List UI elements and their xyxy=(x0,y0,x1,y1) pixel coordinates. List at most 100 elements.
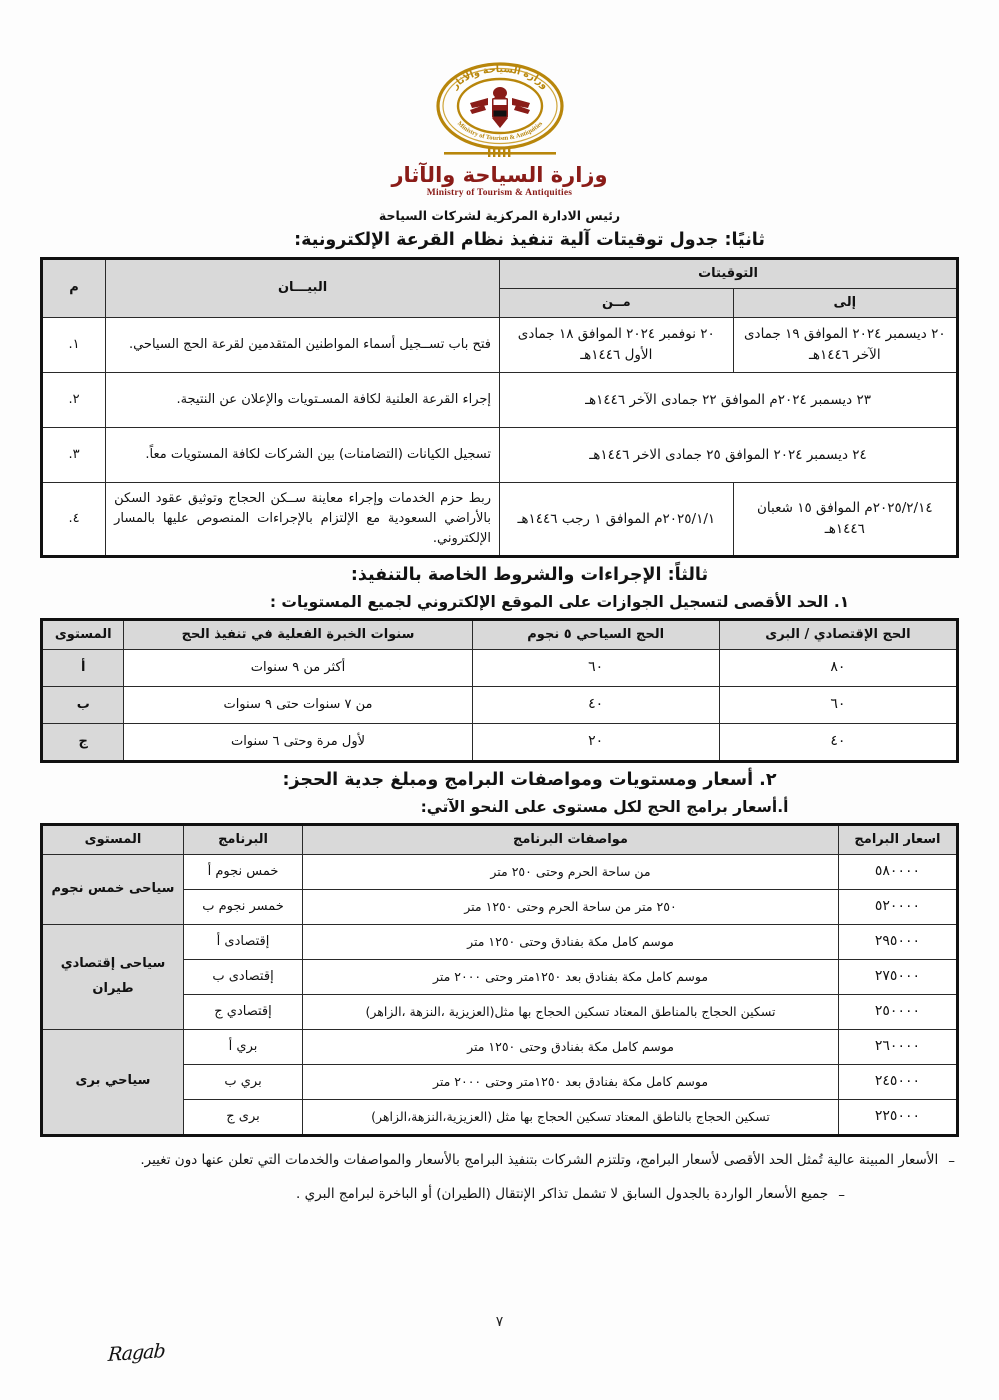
table-row: ٢٥٠٠٠٠ تسكين الحجاج بالمناطق المعتاد تسك… xyxy=(42,993,959,1030)
cell-from: ٢٠٢٥/١/١م الموافق ١ رجب ١٤٤٦هـ xyxy=(499,481,734,558)
header-statement: البيـــان xyxy=(105,257,501,319)
header-economy-land: الحج الإقتصادي / البرى xyxy=(718,618,959,651)
cell-statement: إجراء القرعة العلنية لكافة المسـتويات وا… xyxy=(105,372,501,428)
cell-economy-land: ٨٠ xyxy=(718,649,959,688)
section-three-heading: ثالثاً: الإجراءات والشروط الخاصة بالتنفي… xyxy=(350,565,709,586)
cell-price: ٢٧٥٠٠٠ xyxy=(837,958,959,995)
table-row: ٤٠ ٢٠ لأول مرة وحتى ٦ سنوات ج xyxy=(40,723,959,763)
cell-from: ٢٠ نوفمبر ٢٠٢٤ الموافق ١٨ جمادى الأول ١٤… xyxy=(499,317,734,373)
cell-specs: من ساحة الحرم وحتى ٢٥٠ متر xyxy=(302,853,839,890)
section-three-item2-sub-a: أ.أسعار برامج الحج لكل مستوى على النحو ا… xyxy=(420,797,789,816)
cell-program: بري أ xyxy=(182,1028,304,1065)
table-row: ٢٣ ديسمبر ٢٠٢٤م الموافق ٢٢ جمادى الآخر ١… xyxy=(40,372,958,428)
cell-to: ٢٤ ديسمبر ٢٠٢٤ الموافق ٢٥ جمادى الاخر ١٤… xyxy=(499,427,958,483)
header-experience: سنوات الخبرة الفعلية في تنفيذ الحج xyxy=(123,618,473,651)
header-timings-group: التوقيتات xyxy=(499,257,958,289)
item2-text: أسعار ومستويات ومواصفات البرامج ومبلغ جد… xyxy=(282,770,754,791)
item1-text: الحد الأقصى لتسجيل الجوازات على الموقع ا… xyxy=(269,593,829,612)
cell-specs: ٢٥٠ متر من ساحة الحرم وحتى ١٢٥٠ متر xyxy=(302,888,839,925)
cell-index: ١. xyxy=(40,317,107,373)
cell-price: ٥٨٠٠٠٠ xyxy=(837,853,959,890)
table-row: ٢٩٥٠٠٠ موسم كامل مكة بفنادق وحتى ١٢٥٠ مت… xyxy=(41,923,959,1030)
cell-program: برى ج xyxy=(182,1098,304,1136)
cell-program: إقتصادي ج xyxy=(182,993,304,1030)
header-price: اسعار البرامج xyxy=(837,823,959,855)
section-two-heading: ثانيًا: جدول توقيتات آلية تنفيذ نظام الق… xyxy=(294,230,765,251)
footnote-text: الأسعار المبينة عالية تُمثل الحد الأقصى … xyxy=(140,1151,939,1168)
footnote-item: – الأسعار المبينة عالية تُمثل الحد الأقص… xyxy=(44,1149,955,1174)
cell-price: ٢٢٥٠٠٠ xyxy=(837,1098,959,1136)
cell-price: ٢٩٥٠٠٠ xyxy=(837,923,959,960)
department-line: رئيس الادارة المركزية لشركات السياحة xyxy=(378,208,621,224)
cell-experience: أكثر من ٩ سنوات xyxy=(123,649,473,688)
cell-program: إقتصادى ب xyxy=(182,958,304,995)
cell-index: ٢. xyxy=(40,372,107,428)
cell-price: ٢٤٥٠٠٠ xyxy=(837,1063,959,1100)
header-index: م xyxy=(40,257,107,319)
cell-price: ٢٥٠٠٠٠ xyxy=(837,993,959,1030)
cell-to: ٢٠ ديسمبر ٢٠٢٤ الموافق ١٩ جمادى الآخر ١٤… xyxy=(732,317,959,373)
footnote-item: – جميع الأسعار الواردة بالجدول السابق لا… xyxy=(44,1183,955,1208)
cell-level-group: سياحي برى xyxy=(41,1028,184,1136)
table-row: ٢٢٥٠٠٠ تسكين الحجاج بالناطق المعتاد تسكي… xyxy=(42,1098,959,1136)
cell-level: ب xyxy=(40,686,125,725)
table-row: ٢٠ ديسمبر ٢٠٢٤ الموافق ١٩ جمادى الآخر ١٤… xyxy=(40,317,959,373)
limits-header-row: الحج الإقتصادي / البرى الحج السياحي ٥ نج… xyxy=(40,618,959,651)
table-row: ٨٠ ٦٠ أكثر من ٩ سنوات أ xyxy=(40,649,959,688)
ministry-logo: وزارة السياحة والآثار Ministry of Touris… xyxy=(407,60,592,168)
cell-price: ٥٢٠٠٠٠ xyxy=(837,888,959,925)
table-row: ٥٢٠٠٠٠ ٢٥٠ متر من ساحة الحرم وحتى ١٢٥٠ م… xyxy=(42,888,959,925)
section-three-item2-title: ٢. أسعار ومستويات ومواصفات البرامج ومبلغ… xyxy=(40,769,959,793)
cell-statement: تسجيل الكيانات (التضامنات) بين الشركات ل… xyxy=(105,427,501,483)
page-number: ٧ xyxy=(495,1314,504,1330)
passport-limits-table: الحج الإقتصادي / البرى الحج السياحي ٥ نج… xyxy=(40,617,959,764)
cell-index: ٤. xyxy=(40,481,107,558)
cell-to: ٢٣ ديسمبر ٢٠٢٤م الموافق ٢٢ جمادى الآخر ١… xyxy=(499,372,958,428)
letterhead: وزارة السياحة والآثار Ministry of Touris… xyxy=(40,60,959,198)
header-from: مــن xyxy=(499,287,734,319)
cell-experience: لأول مرة وحتى ٦ سنوات xyxy=(123,723,473,763)
cell-level: ج xyxy=(40,723,125,763)
cell-program: بري ب xyxy=(182,1063,304,1100)
prices-header-row: اسعار البرامج مواصفات البرنامج البرنامج … xyxy=(41,823,959,855)
cell-index: ٣. xyxy=(40,427,107,483)
item2-label: ٢. xyxy=(759,770,777,791)
cell-experience: من ٧ سنوات حتى ٩ سنوات xyxy=(123,686,473,725)
cell-specs: موسم كامل مكة بفنادق وحتى ١٢٥٠ متر xyxy=(302,1028,839,1065)
programs-prices-table: اسعار البرامج مواصفات البرنامج البرنامج … xyxy=(40,822,959,1137)
cell-specs: تسكين الحجاج بالمناطق المعتاد تسكين الحج… xyxy=(302,993,839,1030)
item1-label: ١. xyxy=(833,593,850,612)
header-level: المستوى xyxy=(40,618,125,651)
cell-economy-land: ٦٠ xyxy=(718,686,959,725)
table-row: ٢٤ ديسمبر ٢٠٢٤ الموافق ٢٥ جمادى الاخر ١٤… xyxy=(40,427,958,483)
table-row: ٢٠٢٥/٢/١٤م الموافق ١٥ شعبان ١٤٤٦هـ ٢٠٢٥/… xyxy=(40,481,959,558)
footnotes: – الأسعار المبينة عالية تُمثل الحد الأقص… xyxy=(40,1149,959,1208)
cell-specs: موسم كامل مكة بفنادق بعد ١٢٥٠متر وحتى ٢٠… xyxy=(302,1063,839,1100)
cell-level-group: سياحى خمس نجوم xyxy=(41,853,184,925)
timings-header-row-subs: إلى مــن xyxy=(42,287,959,319)
page-footer: ٧ Ragab xyxy=(0,1314,999,1384)
cell-specs: موسم كامل مكة بفنادق بعد ١٢٥٠متر وحتى ٢٠… xyxy=(302,958,839,995)
header-tourist-5star: الحج السياحي ٥ نجوم xyxy=(471,618,720,651)
cell-economy-land: ٤٠ xyxy=(718,723,959,763)
cell-program: خمس نجوم أ xyxy=(182,853,304,890)
cell-program: خمسر نجوم ب xyxy=(182,888,304,925)
dash-marker: – xyxy=(838,1187,845,1204)
cell-level-group: سياحى إقتصادي طيران xyxy=(41,923,184,1030)
cell-level: أ xyxy=(40,649,125,688)
cell-tourist-5star: ٤٠ xyxy=(471,686,720,725)
cell-specs: موسم كامل مكة بفنادق وحتى ١٢٥٠ متر xyxy=(302,923,839,960)
egypt-ministry-tourism-antiquities-seal-icon: وزارة السياحة والآثار Ministry of Touris… xyxy=(435,62,564,157)
timings-table: التوقيتات البيـــان م إلى مــن ٢٠ ديسمبر… xyxy=(40,256,959,559)
ministry-name-arabic: وزارة السياحة والآثار xyxy=(391,163,608,187)
header-to: إلى xyxy=(732,287,959,319)
cell-to: ٢٠٢٥/٢/١٤م الموافق ١٥ شعبان ١٤٤٦هـ xyxy=(732,481,959,558)
cell-statement: فتح باب تســجيل أسماء المواطنين المتقدمي… xyxy=(105,317,501,373)
header-program: البرنامج xyxy=(182,823,304,855)
cell-price: ٢٦٠٠٠٠ xyxy=(837,1028,959,1065)
section-three-item1-title: ١. الحد الأقصى لتسجيل الجوازات على الموق… xyxy=(40,592,959,613)
cell-specs: تسكين الحجاج بالناطق المعتاد تسكين الحجا… xyxy=(302,1098,839,1136)
cell-tourist-5star: ٢٠ xyxy=(471,723,720,763)
header-specs: مواصفات البرنامج xyxy=(302,823,839,855)
